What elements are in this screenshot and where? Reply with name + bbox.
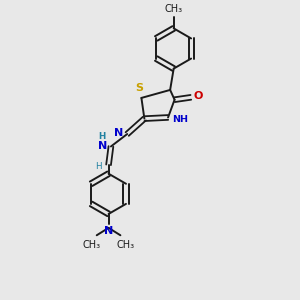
Text: CH₃: CH₃: [82, 240, 100, 250]
Text: CH₃: CH₃: [117, 240, 135, 250]
Text: S: S: [136, 83, 144, 93]
Text: O: O: [193, 91, 203, 101]
Text: N: N: [98, 141, 107, 151]
Text: H: H: [98, 132, 105, 141]
Text: H: H: [95, 162, 102, 171]
Text: N: N: [104, 226, 113, 236]
Text: NH: NH: [172, 115, 188, 124]
Text: CH₃: CH₃: [165, 4, 183, 14]
Text: N: N: [114, 128, 123, 138]
